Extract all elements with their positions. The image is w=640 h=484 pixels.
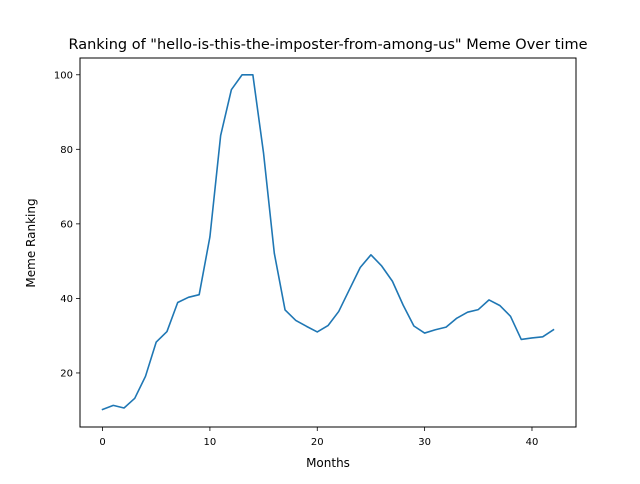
y-tick-label: 100	[54, 70, 73, 81]
chart-title: Ranking of "hello-is-this-the-imposter-f…	[68, 37, 587, 53]
y-tick-label: 60	[60, 219, 73, 230]
x-tick-label: 10	[204, 437, 217, 448]
x-tick-label: 30	[418, 437, 431, 448]
x-tick-label: 20	[311, 437, 324, 448]
y-tick-label: 40	[60, 294, 73, 305]
x-tick-label: 40	[526, 437, 539, 448]
x-tick-label: 0	[99, 437, 105, 448]
y-tick-label: 20	[60, 368, 73, 379]
y-tick-label: 80	[60, 145, 73, 156]
y-axis-label: Meme Ranking	[24, 198, 38, 287]
x-axis-label: Months	[306, 456, 350, 470]
